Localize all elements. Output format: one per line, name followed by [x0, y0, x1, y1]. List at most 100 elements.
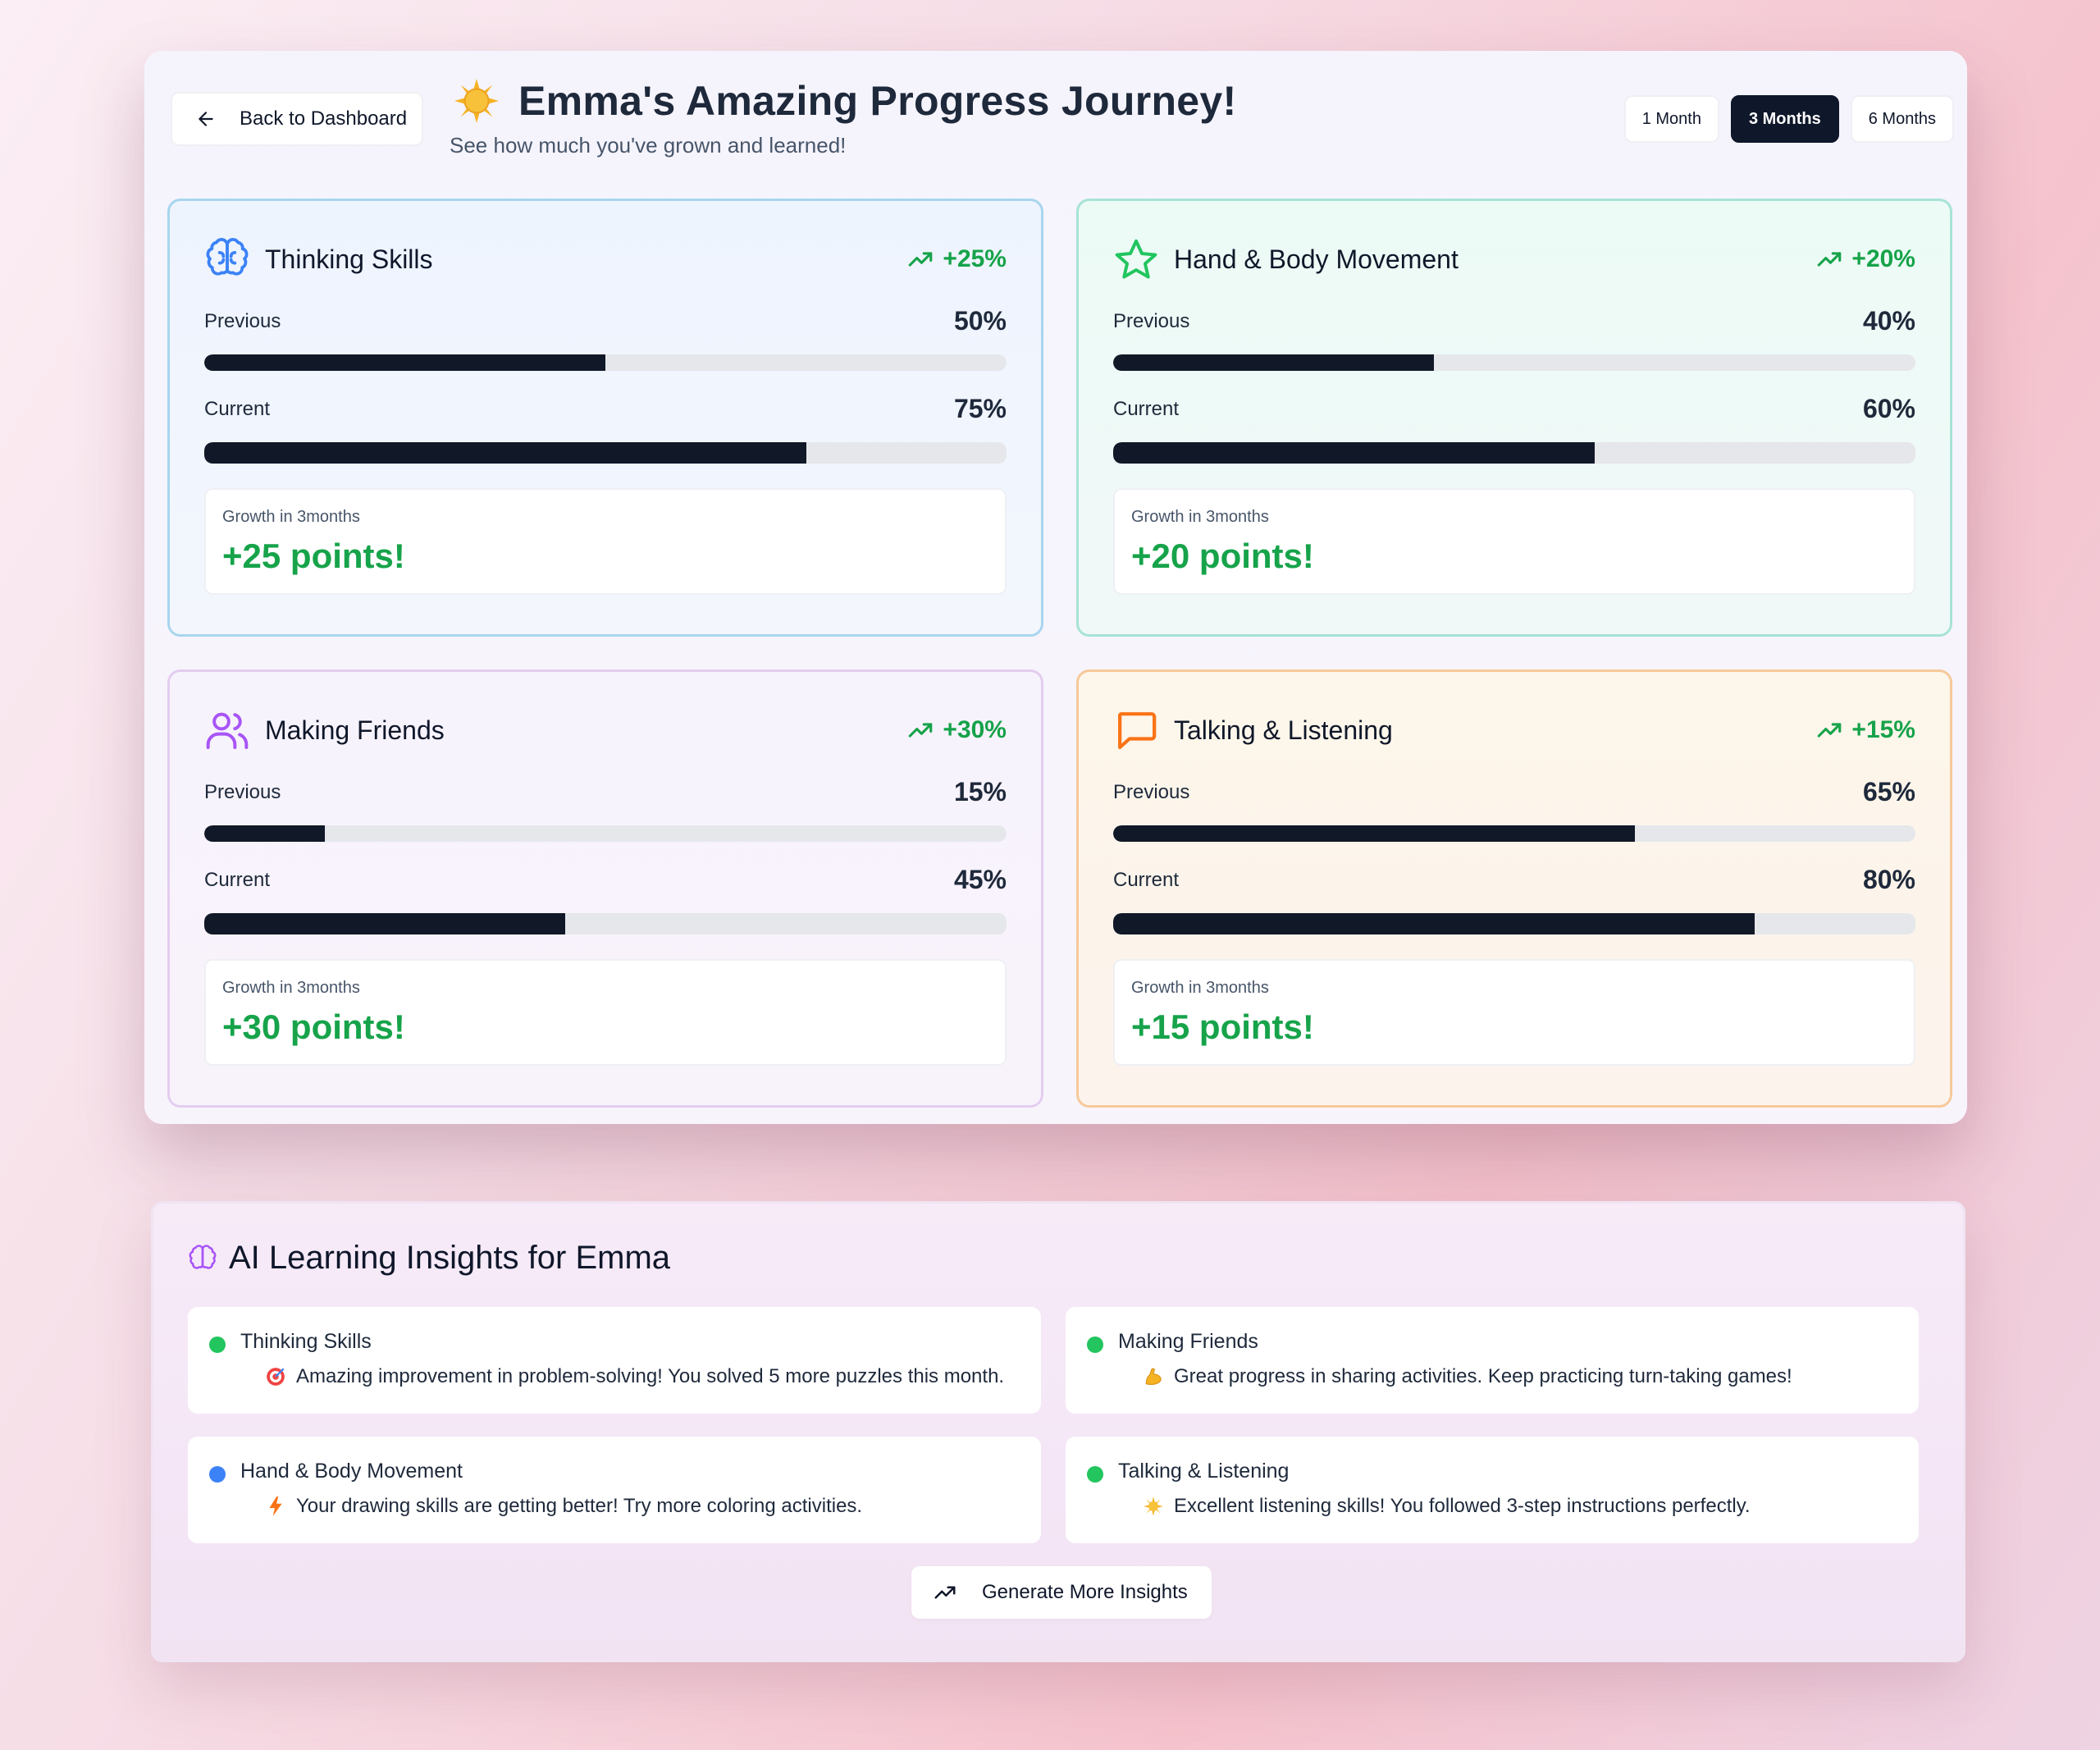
previous-value: 50% [953, 306, 1007, 336]
skill-change: +25% [906, 245, 1007, 273]
current-progress-fill [204, 442, 806, 464]
insight-text: Amazing improvement in problem-solving! … [296, 1365, 1005, 1387]
skill-card-thinking: Thinking Skills +25% Previous 50% Curren… [167, 199, 1043, 637]
header: Emma's Amazing Progress Journey! See how… [450, 77, 1237, 158]
sun-icon [453, 77, 500, 125]
target-icon [267, 1368, 285, 1386]
previous-progress-bar [1113, 825, 1915, 842]
trending-up-icon [909, 252, 933, 267]
chat-icon [1113, 707, 1159, 753]
brain-icon [204, 236, 250, 282]
previous-progress-fill [1113, 354, 1435, 371]
skill-change: +30% [906, 716, 1007, 744]
current-value: 60% [1862, 394, 1915, 423]
insight-text: Excellent listening skills! You followed… [1174, 1495, 1751, 1517]
skill-card-movement: Hand & Body Movement +20% Previous 40% C… [1076, 199, 1952, 637]
previous-progress-bar [204, 825, 1007, 842]
previous-value: 15% [953, 777, 1007, 806]
skill-change: +15% [1815, 716, 1915, 744]
insight-text: Your drawing skills are getting better! … [296, 1495, 863, 1517]
skill-card-talking: Talking & Listening +15% Previous 65% Cu… [1076, 669, 1952, 1108]
current-progress-bar [1113, 442, 1915, 464]
ai-insights-panel: AI Learning Insights for Emma Thinking S… [151, 1201, 1965, 1662]
current-progress-bar [204, 913, 1007, 934]
sparkle-icon [1144, 1496, 1163, 1516]
current-progress-fill [1113, 442, 1595, 464]
page-subtitle: See how much you've grown and learned! [450, 133, 847, 158]
current-label: Current [204, 397, 271, 420]
growth-box: Growth in 3months +15 points! [1113, 959, 1915, 1066]
current-progress-fill [1113, 913, 1755, 934]
page-title: Emma's Amazing Progress Journey! [518, 78, 1237, 124]
previous-progress-bar [204, 354, 1007, 371]
current-value: 45% [953, 865, 1007, 894]
insight-text: Great progress in sharing activities. Ke… [1174, 1365, 1792, 1387]
current-progress-bar [1113, 913, 1915, 934]
previous-label: Previous [204, 309, 281, 332]
insights-title: AI Learning Insights for Emma [229, 1240, 671, 1276]
growth-value: +30 points! [222, 1008, 405, 1046]
previous-label: Previous [204, 780, 281, 803]
insight-skill: Talking & Listening [1118, 1460, 1290, 1483]
current-value: 80% [1862, 865, 1915, 894]
star-icon [1113, 236, 1159, 282]
insight-card: Making Friends Great progress in sharing… [1066, 1307, 1919, 1414]
previous-progress-fill [204, 354, 605, 371]
insight-card: Thinking Skills Amazing improvement in p… [188, 1307, 1041, 1414]
growth-box: Growth in 3months +30 points! [204, 959, 1007, 1066]
skill-change-value: +15% [1851, 716, 1915, 743]
previous-progress-bar [1113, 354, 1915, 371]
insight-skill: Making Friends [1118, 1330, 1258, 1353]
trending-up-icon [1818, 252, 1842, 267]
growth-value: +15 points! [1131, 1008, 1314, 1046]
previous-label: Previous [1113, 780, 1190, 803]
growth-box: Growth in 3months +20 points! [1113, 488, 1915, 595]
insight-card: Hand & Body Movement Your drawing skills… [188, 1437, 1041, 1543]
insight-card: Talking & Listening Excellent listening … [1066, 1437, 1919, 1543]
status-dot [209, 1336, 226, 1353]
current-label: Current [1113, 868, 1180, 891]
arrow-left-icon [199, 112, 213, 126]
skill-change-value: +30% [943, 716, 1007, 743]
range-6-months-button[interactable]: 6 Months [1850, 95, 1954, 143]
back-to-dashboard-button[interactable]: Back to Dashboard [171, 92, 423, 146]
back-label: Back to Dashboard [240, 107, 408, 130]
current-label: Current [204, 868, 271, 891]
range-3-months-button[interactable]: 3 Months [1730, 95, 1839, 143]
current-value: 75% [953, 394, 1007, 423]
skill-change-value: +20% [1851, 245, 1915, 272]
skill-title: Making Friends [265, 715, 445, 745]
range-1-month-button[interactable]: 1 Month [1623, 95, 1719, 143]
growth-label: Growth in 3months [1131, 979, 1269, 997]
progress-panel: Back to Dashboard [144, 51, 1967, 1124]
growth-box: Growth in 3months +25 points! [204, 488, 1007, 595]
status-dot [1087, 1465, 1103, 1483]
growth-value: +20 points! [1131, 537, 1314, 575]
brain-icon [189, 1244, 217, 1269]
time-range-selector: 1 Month 3 Months 6 Months [1623, 95, 1954, 143]
insight-skill: Hand & Body Movement [240, 1460, 463, 1483]
skill-title: Talking & Listening [1174, 715, 1393, 745]
current-progress-fill [204, 913, 566, 934]
growth-value: +25 points! [222, 537, 405, 575]
status-dot [1087, 1336, 1103, 1353]
previous-progress-fill [204, 825, 325, 842]
insight-skill: Thinking Skills [240, 1330, 372, 1353]
skill-change: +20% [1815, 245, 1915, 273]
previous-progress-fill [1113, 825, 1635, 842]
generate-insights-button[interactable]: Generate More Insights [911, 1566, 1212, 1619]
previous-label: Previous [1113, 309, 1190, 332]
users-icon [204, 707, 250, 753]
growth-label: Growth in 3months [222, 508, 360, 526]
skill-change-value: +25% [943, 245, 1007, 272]
trending-up-icon [934, 1586, 956, 1599]
current-label: Current [1113, 397, 1180, 420]
trending-up-icon [909, 723, 933, 738]
status-dot [209, 1465, 226, 1483]
generate-insights-label: Generate More Insights [982, 1581, 1188, 1603]
previous-value: 65% [1862, 777, 1915, 806]
lightning-icon [269, 1496, 282, 1516]
growth-label: Growth in 3months [1131, 508, 1269, 526]
previous-value: 40% [1862, 306, 1915, 336]
skill-title: Thinking Skills [265, 244, 433, 274]
